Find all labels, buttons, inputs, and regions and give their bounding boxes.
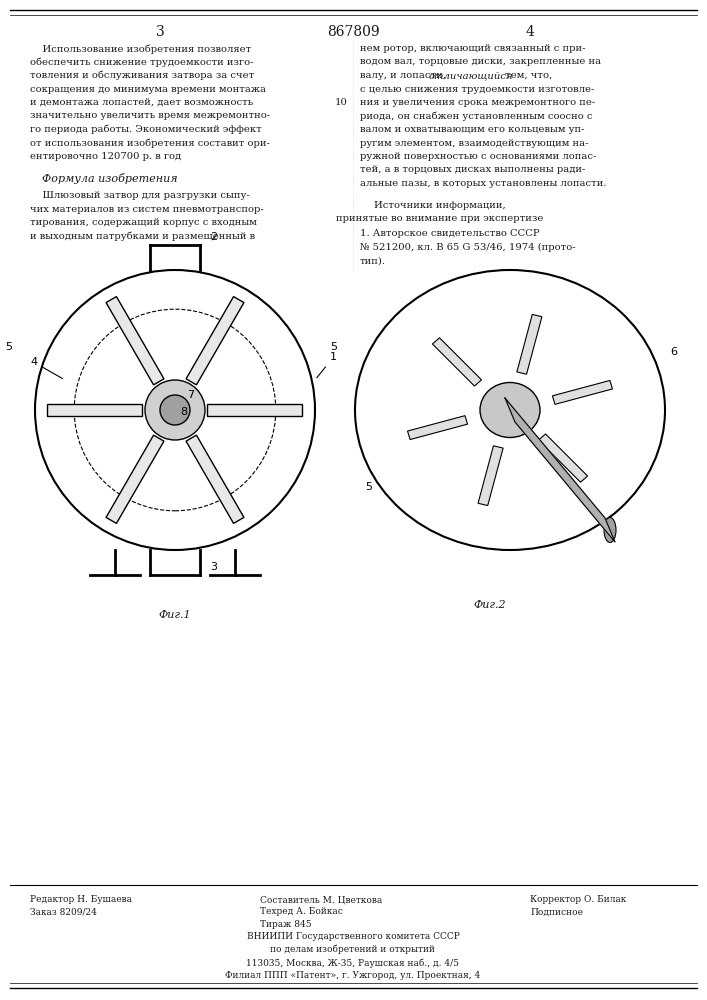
Text: товления и обслуживания затвора за счет: товления и обслуживания затвора за счет: [30, 71, 255, 81]
Text: Корректор О. Билак
Подписное: Корректор О. Билак Подписное: [530, 895, 626, 916]
Ellipse shape: [604, 518, 616, 542]
Text: ругим элементом, взаимодействующим на-: ругим элементом, взаимодействующим на-: [360, 138, 588, 147]
Text: от использования изобретения составит ори-: от использования изобретения составит ор…: [30, 138, 270, 148]
Text: 5: 5: [365, 482, 372, 492]
Text: сокращения до минимума времени монтажа: сокращения до минимума времени монтажа: [30, 85, 266, 94]
Polygon shape: [186, 435, 244, 523]
Text: обеспечить снижение трудоемкости изго-: обеспечить снижение трудоемкости изго-: [30, 57, 254, 67]
Text: 6: 6: [670, 347, 677, 357]
Text: Филиал ППП «Патент», г. Ужгород, ул. Проектная, 4: Филиал ППП «Патент», г. Ужгород, ул. Про…: [226, 971, 481, 980]
Text: отличающийся: отличающийся: [429, 71, 513, 80]
Text: 867809: 867809: [327, 25, 380, 39]
Polygon shape: [517, 314, 542, 374]
Polygon shape: [207, 404, 303, 416]
Ellipse shape: [480, 382, 540, 438]
Text: 5: 5: [5, 342, 12, 352]
Text: Шлюзовый затвор для разгрузки сыпу-: Шлюзовый затвор для разгрузки сыпу-: [30, 191, 250, 200]
Text: 5: 5: [330, 342, 337, 352]
Text: 4: 4: [30, 357, 63, 379]
Text: тей, а в торцовых дисках выполнены ради-: тей, а в торцовых дисках выполнены ради-: [360, 165, 585, 174]
Polygon shape: [186, 297, 244, 385]
Text: чих материалов из систем пневмотранспор-: чих материалов из систем пневмотранспор-: [30, 205, 264, 214]
Polygon shape: [47, 404, 143, 416]
Text: тирования, содержащий корпус с входным: тирования, содержащий корпус с входным: [30, 218, 257, 227]
Text: нем ротор, включающий связанный с при-: нем ротор, включающий связанный с при-: [360, 44, 585, 53]
Polygon shape: [433, 338, 481, 386]
Text: Формула изобретения: Формула изобретения: [42, 174, 178, 184]
Text: ружной поверхностью с основаниями лопас-: ружной поверхностью с основаниями лопас-: [360, 152, 597, 161]
Text: ния и увеличения срока межремонтного пе-: ния и увеличения срока межремонтного пе-: [360, 98, 595, 107]
Circle shape: [160, 395, 190, 425]
Polygon shape: [106, 435, 164, 523]
Text: 2: 2: [210, 232, 217, 242]
Text: 113035, Москва, Ж-35, Раушская наб., д. 4/5: 113035, Москва, Ж-35, Раушская наб., д. …: [247, 958, 460, 968]
Text: 1: 1: [317, 352, 337, 378]
Text: и демонтажа лопастей, дает возможность: и демонтажа лопастей, дает возможность: [30, 98, 253, 107]
Text: № 521200, кл. В 65 G 53/46, 1974 (прото-: № 521200, кл. В 65 G 53/46, 1974 (прото-: [360, 243, 575, 252]
Text: по делам изобретений и открытий: по делам изобретений и открытий: [271, 945, 436, 954]
Text: 3: 3: [210, 562, 217, 572]
Text: риода, он снабжен установленным соосно с: риода, он снабжен установленным соосно с: [360, 111, 592, 121]
Text: го периода работы. Экономический эффект: го периода работы. Экономический эффект: [30, 125, 262, 134]
Polygon shape: [478, 446, 503, 506]
Circle shape: [145, 380, 205, 440]
Polygon shape: [552, 380, 612, 404]
Polygon shape: [539, 434, 588, 482]
Text: принятые во внимание при экспертизе: принятые во внимание при экспертизе: [337, 214, 544, 223]
Text: ВНИИПИ Государственного комитета СССР: ВНИИПИ Государственного комитета СССР: [247, 932, 460, 941]
Text: валом и охватывающим его кольцевым уп-: валом и охватывающим его кольцевым уп-: [360, 125, 585, 134]
Text: 7: 7: [187, 390, 194, 400]
Polygon shape: [505, 398, 615, 542]
Text: с целью снижения трудоемкости изготовле-: с целью снижения трудоемкости изготовле-: [360, 85, 595, 94]
Text: 1. Авторское свидетельство СССР: 1. Авторское свидетельство СССР: [360, 230, 539, 238]
Text: тем, что,: тем, что,: [502, 71, 552, 80]
Text: Составитель М. Цветкова
Техред А. Бойкас
Тираж 845: Составитель М. Цветкова Техред А. Бойкас…: [260, 895, 382, 929]
Text: альные пазы, в которых установлены лопасти.: альные пазы, в которых установлены лопас…: [360, 179, 607, 188]
Text: значительно увеличить время межремонтно-: значительно увеличить время межремонтно-: [30, 111, 270, 120]
Text: Редактор Н. Бушаева
Заказ 8209/24: Редактор Н. Бушаева Заказ 8209/24: [30, 895, 132, 916]
Text: и выходным патрубками и размещенный в: и выходным патрубками и размещенный в: [30, 232, 255, 241]
Text: 4: 4: [525, 25, 534, 39]
Polygon shape: [407, 416, 467, 440]
Text: Фиг.2: Фиг.2: [474, 600, 506, 610]
Text: тип).: тип).: [360, 256, 386, 265]
Text: 8: 8: [180, 407, 187, 417]
Text: 10: 10: [335, 98, 348, 107]
Text: Источники информации,: Источники информации,: [374, 200, 506, 210]
Text: 3: 3: [156, 25, 164, 39]
Text: ентировочно 120700 р. в год: ентировочно 120700 р. в год: [30, 152, 181, 161]
Polygon shape: [106, 297, 164, 385]
Text: водом вал, торцовые диски, закрепленные на: водом вал, торцовые диски, закрепленные …: [360, 57, 601, 66]
Text: Использование изобретения позволяет: Использование изобретения позволяет: [30, 44, 251, 53]
Text: Фиг.1: Фиг.1: [158, 610, 192, 620]
Text: валу, и лопасти,: валу, и лопасти,: [360, 71, 449, 80]
